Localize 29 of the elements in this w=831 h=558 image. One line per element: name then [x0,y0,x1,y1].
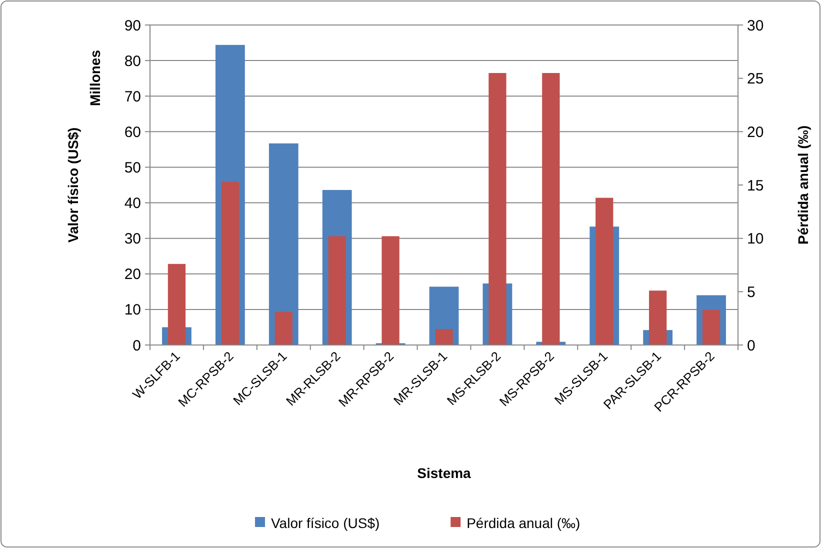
bar [382,236,400,345]
y-tick-label: 40 [124,195,141,212]
x-axis-title: Sistema [417,465,472,481]
y-tick-label: 90 [124,17,141,34]
bar [702,310,720,345]
y2-tick-label: 5 [747,284,756,301]
y-tick-label: 0 [132,337,141,354]
bar [221,182,239,345]
y2-tick-label: 30 [747,17,764,34]
y-tick-label: 20 [124,266,141,284]
y2-tick-label: 15 [747,177,764,194]
y-tick-label: 80 [124,52,141,70]
y-tick-label: 60 [124,124,141,141]
y2-axis-title: Pérdida anual (‰) [795,125,811,245]
y2-tick-label: 10 [747,230,764,248]
y2-tick-label: 0 [747,337,756,354]
bar [435,329,453,345]
y-tick-label: 50 [124,159,141,176]
y-axis-title: Valor físico (US$) [65,127,81,243]
legend-label: Pérdida anual (‰) [466,514,580,531]
bar [328,236,346,345]
y2-tick-label: 25 [747,70,764,88]
y-tick-label: 70 [124,88,141,106]
y-tick-label: 30 [124,230,141,248]
y-tick-label: 10 [124,302,141,319]
legend-label: Valor físico (US$) [271,514,380,531]
text: Millones [87,50,103,106]
bar [274,312,292,345]
y2-tick-label: 20 [747,124,764,141]
